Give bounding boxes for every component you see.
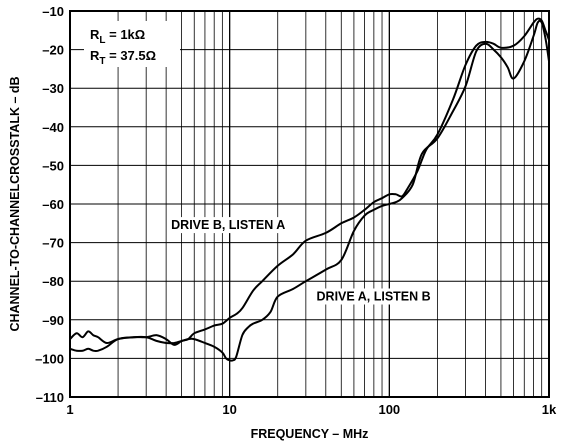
series-layer xyxy=(69,17,550,362)
x-tick-label: 10 xyxy=(222,402,236,417)
y-axis-label: CHANNEL-TO-CHANNELCROSSTALK – dB xyxy=(8,76,22,331)
series-label-1: DRIVE B, LISTEN A xyxy=(168,217,289,234)
y-tick-label: –80 xyxy=(42,274,64,289)
rl-value: = 1kΩ xyxy=(106,27,146,42)
y-tick-label: –10 xyxy=(42,4,64,19)
rt-condition: RT = 37.5Ω xyxy=(90,48,156,67)
y-tick-label: –70 xyxy=(42,236,64,251)
x-tick-label: 1 xyxy=(66,402,73,417)
x-axis-label: FREQUENCY – MHz xyxy=(251,427,369,441)
series-line-2 xyxy=(69,19,550,362)
series-label-2: DRIVE A, LISTEN B xyxy=(313,288,434,305)
series-label-bg xyxy=(168,217,289,234)
series-label-text: DRIVE A, LISTEN B xyxy=(317,290,431,304)
y-tick-label: –40 xyxy=(42,120,64,135)
y-tick-label: –100 xyxy=(35,351,64,366)
rl-condition: RL = 1kΩ xyxy=(90,27,145,46)
grid-lines xyxy=(70,11,549,397)
plot-frame xyxy=(69,10,550,398)
rl-subscript: L xyxy=(99,35,105,46)
y-tick-label: –50 xyxy=(42,158,64,173)
rt-value: = 37.5Ω xyxy=(106,48,157,63)
y-tick-label: –30 xyxy=(42,81,64,96)
x-tick-label: 100 xyxy=(378,402,400,417)
series-label-bg xyxy=(313,288,434,305)
series-line-1 xyxy=(69,17,550,346)
rt-subscript: T xyxy=(99,56,105,67)
y-tick-label: –20 xyxy=(42,43,64,58)
rt-symbol: R xyxy=(90,48,100,63)
conditions-box xyxy=(84,21,180,67)
y-tick-label: –90 xyxy=(42,313,64,328)
annotation-layer: DRIVE B, LISTEN A DRIVE A, LISTEN B xyxy=(168,217,434,305)
series-label-text: DRIVE B, LISTEN A xyxy=(171,218,285,232)
x-tick-label: 1k xyxy=(542,402,557,417)
y-tick-label: –110 xyxy=(36,390,64,405)
y-tick-label: –60 xyxy=(42,197,64,212)
rl-symbol: R xyxy=(90,27,100,42)
